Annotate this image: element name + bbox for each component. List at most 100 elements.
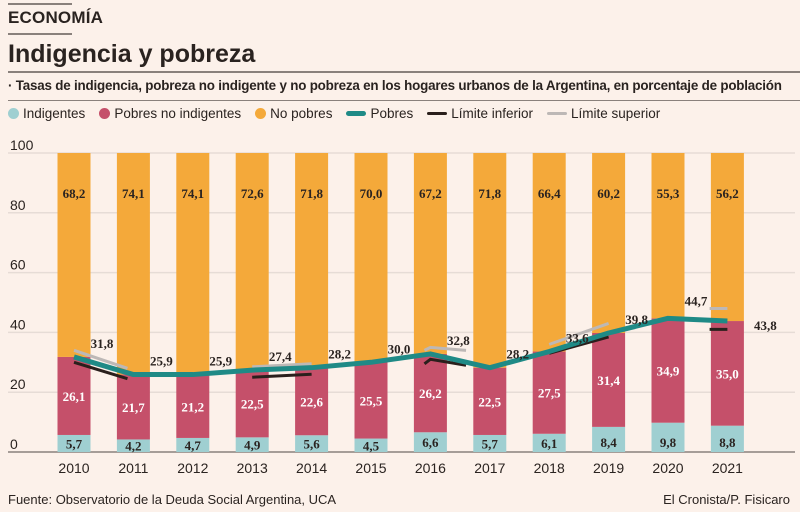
- x-tick-label: 2019: [593, 460, 624, 476]
- bar-value-label: 4,7: [185, 438, 202, 453]
- pobres-value-label: 44,7: [685, 293, 708, 308]
- bar-value-label: 67,2: [419, 186, 442, 201]
- bar-no-pobres: [235, 153, 269, 371]
- pobres-value-label: 30,0: [388, 341, 411, 356]
- legend-label: Pobres no indigentes: [114, 106, 242, 121]
- x-tick-label: 2012: [177, 460, 208, 476]
- limite-inferior-segment: [252, 372, 312, 379]
- x-tick-label: 2020: [652, 460, 683, 476]
- x-tick-label: 2011: [118, 460, 148, 476]
- bar-no-pobres: [176, 153, 210, 375]
- bar-value-label: 5,7: [482, 436, 499, 451]
- bar-indigentes: [473, 434, 507, 452]
- title-rule: [8, 71, 800, 73]
- bar-indigentes: [354, 438, 388, 452]
- limite-superior-segment: [252, 362, 312, 369]
- x-tick-label: 2010: [58, 460, 89, 476]
- bar-value-label: 26,2: [419, 386, 442, 401]
- limite-superior-segment: [548, 322, 610, 346]
- legend-label: Límite inferior: [451, 106, 534, 121]
- bar-no-pobres: [592, 153, 626, 333]
- bar-indigentes: [532, 433, 566, 452]
- pobres-value-label: 32,8: [447, 333, 470, 348]
- legend-label: Pobres: [370, 106, 414, 121]
- limite-inferior-segment: [73, 360, 128, 381]
- legend-swatch: [255, 108, 267, 119]
- bar-indigentes: [57, 434, 91, 452]
- bar-value-label: 6,1: [541, 436, 557, 451]
- bar-value-label: 25,5: [360, 393, 383, 408]
- bar-indigentes: [413, 432, 447, 452]
- bar-no-pobres: [295, 153, 329, 368]
- bar-indigentes: [592, 426, 626, 452]
- limite-superior-segment: [423, 345, 467, 352]
- bar-value-label: 5,7: [66, 436, 83, 451]
- bar-value-label: 22,6: [300, 394, 323, 409]
- y-tick-label: 60: [10, 257, 26, 273]
- bar-pobres-no-indigentes: [116, 374, 150, 440]
- bar-value-label: 21,2: [181, 399, 204, 414]
- pobres-value-label: 33,6: [566, 331, 589, 346]
- section-rule: [8, 33, 72, 35]
- y-tick-label: 80: [10, 197, 26, 213]
- legend-label: Indigentes: [23, 106, 86, 121]
- legend-label: Límite superior: [571, 106, 661, 121]
- x-tick-label: 2018: [534, 460, 565, 476]
- bar-value-label: 4,5: [363, 438, 380, 453]
- pobres-value-label: 43,8: [754, 318, 777, 333]
- bar-value-label: 66,4: [538, 186, 561, 201]
- bar-value-label: 26,1: [63, 389, 86, 404]
- x-tick-label: 2017: [474, 460, 505, 476]
- bar-pobres-no-indigentes: [235, 370, 269, 438]
- bar-value-label: 56,2: [716, 186, 739, 201]
- legend-label: No pobres: [270, 106, 333, 121]
- legend-swatch: [346, 111, 367, 116]
- bar-pobres-no-indigentes: [473, 367, 507, 435]
- bar-value-label: 34,9: [657, 364, 680, 379]
- bar-value-label: 9,8: [660, 435, 677, 450]
- legend-item-pobres-no-indigentes: Pobres no indigentes: [99, 106, 241, 121]
- bar-value-label: 71,8: [300, 186, 323, 201]
- bar-value-label: 31,4: [597, 373, 620, 388]
- bar-value-label: 35,0: [716, 366, 739, 381]
- bar-no-pobres: [651, 153, 685, 319]
- y-tick-label: 40: [10, 316, 26, 332]
- legend-swatch: [427, 112, 448, 115]
- bar-value-label: 27,5: [538, 386, 561, 401]
- bar-value-label: 22,5: [478, 394, 501, 409]
- legend-item-limite-superior: Límite superior: [547, 106, 660, 121]
- pobres-value-label: 28,2: [328, 347, 351, 362]
- bar-value-label: 4,9: [244, 438, 261, 453]
- pobres-value-label: 28,2: [506, 347, 529, 362]
- limite-inferior-segment: [423, 357, 467, 367]
- bar-value-label: 71,8: [478, 186, 501, 201]
- y-tick-label: 0: [10, 436, 18, 452]
- top-rule: [8, 3, 72, 5]
- legend-swatch: [547, 112, 568, 115]
- chart-subtitle: · Tasas de indigencia, pobreza no indige…: [8, 78, 782, 93]
- bar-pobres-no-indigentes: [710, 321, 744, 426]
- bar-indigentes: [176, 437, 210, 452]
- legend-item-no-pobres: No pobres: [255, 106, 332, 121]
- legend-item-indigentes: Indigentes: [8, 106, 85, 121]
- bar-pobres-no-indigentes: [176, 374, 210, 438]
- bar-value-label: 22,5: [241, 397, 264, 412]
- legend: Indigentes Pobres no indigentes No pobre…: [8, 106, 660, 121]
- bar-pobres-no-indigentes: [651, 318, 685, 423]
- legend-swatch: [99, 108, 111, 119]
- x-tick-label: 2013: [237, 460, 268, 476]
- pobres-value-label: 27,4: [269, 349, 292, 364]
- bar-value-label: 60,2: [597, 186, 620, 201]
- bar-value-label: 6,6: [422, 435, 439, 450]
- bar-pobres-no-indigentes: [532, 351, 566, 434]
- bar-pobres-no-indigentes: [413, 353, 447, 433]
- pobres-value-label: 31,8: [91, 336, 114, 351]
- limite-superior-segment: [73, 348, 128, 370]
- bar-no-pobres: [57, 153, 91, 357]
- bar-value-label: 5,6: [303, 437, 320, 452]
- section-label: ECONOMÍA: [8, 8, 104, 27]
- pobres-value-label: 25,9: [209, 354, 232, 369]
- subtitle-rule: [8, 100, 800, 101]
- chart-area: 0 20 40 60 80 100 5,7 26,1 68,2 2010 4,2 21,7 74,1 20…: [8, 137, 795, 476]
- bar-value-label: 55,3: [657, 186, 680, 201]
